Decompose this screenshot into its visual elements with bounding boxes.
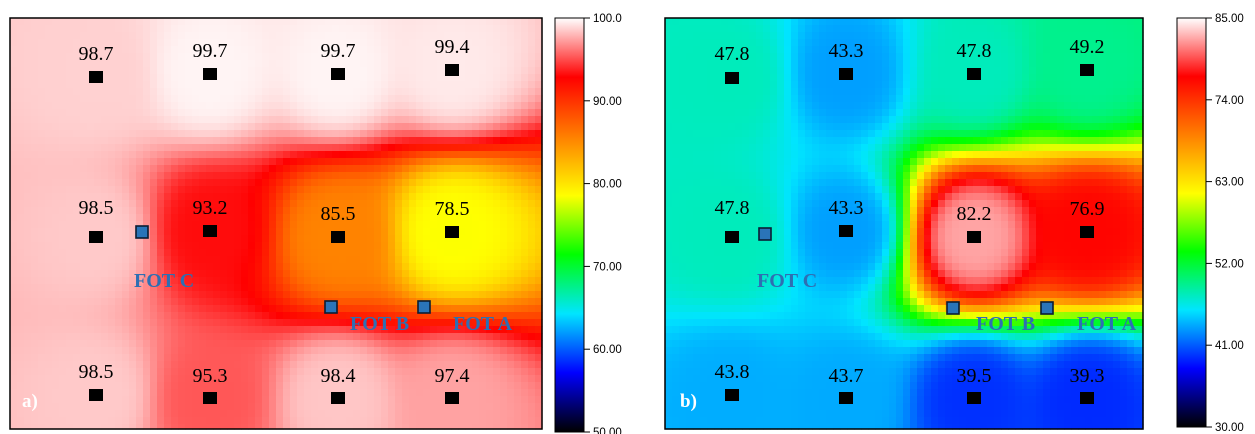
colorbar-tick-label: 30.00 <box>1215 422 1244 434</box>
sensor-marker <box>725 72 739 84</box>
sensor-value-label: 76.9 <box>1070 198 1105 220</box>
sensor-value-label: 98.7 <box>79 43 114 65</box>
fot-label: FOT A <box>453 313 513 335</box>
fot-label: FOT A <box>1077 313 1137 335</box>
colorbar-tick-label: 60.00 <box>593 344 622 356</box>
heatmap-field <box>10 18 543 430</box>
colorbar-tick-label: 50.00 <box>593 427 622 434</box>
sensor-value-label: 43.7 <box>829 365 864 387</box>
colorbar-tick-label: 70.00 <box>593 261 622 273</box>
colorbar-tick-label: 41.00 <box>1215 340 1244 352</box>
sensor-marker <box>331 392 345 404</box>
colorbar-tick-label: 63.00 <box>1215 177 1244 189</box>
fot-label: FOT B <box>350 313 409 335</box>
sensor-value-label: 43.3 <box>829 40 864 62</box>
sensor-value-label: 98.5 <box>79 197 114 219</box>
fot-marker <box>135 225 149 239</box>
panel-b: 47.8 43.3 47.8 49.2 47.8 43.3 82.2 76.9 43.8 43.7… <box>664 13 1244 434</box>
fot-marker <box>417 300 431 314</box>
panel-label: a) <box>22 391 38 412</box>
sensor-value-label: 39.3 <box>1070 365 1105 387</box>
sensor-value-label: 43.8 <box>715 361 750 383</box>
fot-marker <box>1040 301 1054 315</box>
sensor-value-label: 99.7 <box>193 40 228 62</box>
sensor-marker <box>839 68 853 80</box>
sensor-marker <box>839 225 853 237</box>
sensor-marker <box>1080 226 1094 238</box>
sensor-value-label: 98.4 <box>321 365 356 387</box>
sensor-value-label: 49.2 <box>1070 36 1105 58</box>
sensor-marker <box>203 68 217 80</box>
colorbar <box>1176 17 1207 428</box>
sensor-marker <box>445 64 459 76</box>
sensor-marker <box>331 68 345 80</box>
sensor-value-label: 99.4 <box>435 36 470 58</box>
sensor-value-label: 82.2 <box>957 203 992 225</box>
plot-frame <box>9 17 543 430</box>
sensor-value-label: 47.8 <box>957 40 992 62</box>
sensor-marker <box>1080 392 1094 404</box>
colorbar <box>554 17 585 433</box>
sensor-value-label: 78.5 <box>435 198 470 220</box>
fot-label: FOT C <box>134 270 194 292</box>
sensor-marker <box>967 68 981 80</box>
plot-frame <box>664 17 1144 430</box>
sensor-value-label: 43.3 <box>829 197 864 219</box>
sensor-marker <box>1080 64 1094 76</box>
fot-marker <box>758 227 772 241</box>
colorbar-tick-label: 90.00 <box>593 96 622 108</box>
panel-label: b) <box>680 391 697 412</box>
colorbar-tick-label: 74.00 <box>1215 95 1244 107</box>
sensor-value-label: 85.5 <box>321 203 356 225</box>
sensor-marker <box>445 226 459 238</box>
sensor-value-label: 47.8 <box>715 197 750 219</box>
heatmap-field <box>665 18 1144 430</box>
fot-marker <box>946 301 960 315</box>
colorbar-tick-label: 80.00 <box>593 179 622 191</box>
sensor-value-label: 47.8 <box>715 43 750 65</box>
sensor-marker <box>89 389 103 401</box>
sensor-marker <box>203 225 217 237</box>
sensor-marker <box>839 392 853 404</box>
sensor-marker <box>445 392 459 404</box>
colorbar-tick-label: 52.00 <box>1215 258 1244 270</box>
sensor-value-label: 39.5 <box>957 365 992 387</box>
sensor-marker <box>89 71 103 83</box>
sensor-marker <box>967 231 981 243</box>
sensor-marker <box>725 389 739 401</box>
colorbar-tick-label: 85.00 <box>1215 13 1244 25</box>
sensor-marker <box>331 231 345 243</box>
fot-label: FOT C <box>757 270 817 292</box>
colorbar-tick-label: 100.0 <box>593 13 622 25</box>
fot-marker <box>324 300 338 314</box>
sensor-value-label: 99.7 <box>321 40 356 62</box>
sensor-value-label: 98.5 <box>79 361 114 383</box>
fot-label: FOT B <box>976 313 1035 335</box>
sensor-marker <box>89 231 103 243</box>
sensor-marker <box>967 392 981 404</box>
sensor-marker <box>203 392 217 404</box>
sensor-marker <box>725 231 739 243</box>
sensor-value-label: 95.3 <box>193 365 228 387</box>
panel-a: 98.7 99.7 99.7 99.4 98.5 93.2 85.5 78.5 98.5 95.3… <box>9 13 622 434</box>
sensor-value-label: 93.2 <box>193 197 228 219</box>
sensor-value-label: 97.4 <box>435 365 470 387</box>
